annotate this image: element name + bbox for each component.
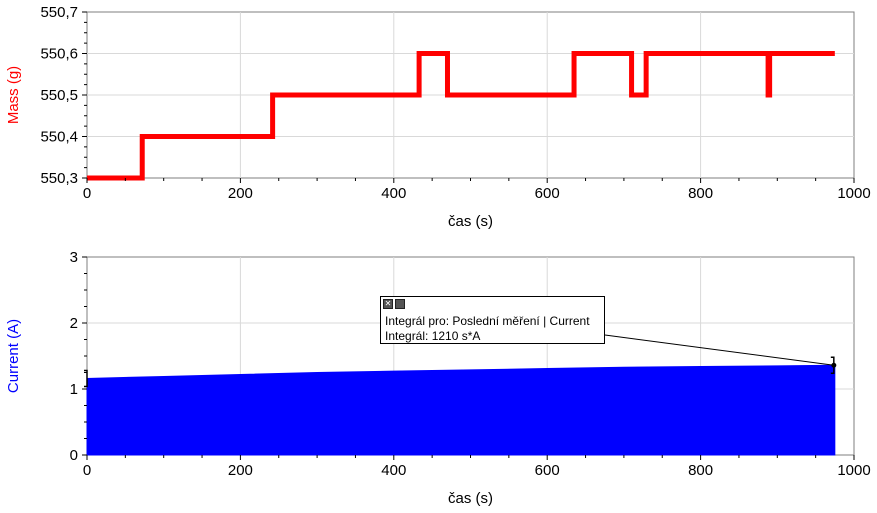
- annotation-line-2: Integrál: 1210 s*A: [385, 329, 481, 343]
- current-x-axis-label: čas (s): [448, 490, 493, 507]
- x-tick-label: 0: [83, 185, 91, 202]
- y-tick-label: 1: [70, 381, 78, 398]
- mass-x-axis-label: čas (s): [448, 213, 493, 230]
- annotation-line-1: Integrál pro: Poslední měření | Current: [385, 314, 590, 328]
- current-x-ticks: 0 200 400 600 800 1000: [83, 455, 871, 479]
- current-area: [86, 364, 836, 456]
- y-tick-label: 550,5: [40, 87, 78, 104]
- x-tick-label: 200: [228, 185, 253, 202]
- x-tick-label: 800: [688, 185, 713, 202]
- integral-range-markers[interactable]: [84, 356, 837, 388]
- annotation-leader-line: [604, 334, 834, 366]
- mass-series: [87, 51, 835, 181]
- mass-x-ticks: 0 200 400 600 800 1000: [83, 178, 871, 202]
- range-end-marker[interactable]: [831, 362, 837, 368]
- mass-chart: 0 200 400 600 800 1000 550,3550,4550,5550,655…: [5, 4, 871, 230]
- pin-icon[interactable]: ✕: [383, 299, 393, 309]
- x-tick-label: 0: [83, 462, 91, 479]
- range-bracket[interactable]: [84, 369, 88, 388]
- integral-annotation[interactable]: ✕ Integrál pro: Poslední měření | Curren…: [380, 296, 605, 344]
- current-series: [86, 364, 836, 456]
- mass-y-ticks: 550,3 550,4 550,5 550,6 550,7: [40, 4, 87, 187]
- y-tick-label: 550,6: [40, 46, 78, 63]
- current-y-ticks: 0 1 2 3: [70, 249, 87, 464]
- current-chart: 0 200 400 600 800 1000 0 1 2 3 čas (s) Current (…: [5, 249, 871, 507]
- close-icon[interactable]: [395, 299, 405, 309]
- current-y-axis-label: Current (A): [5, 319, 22, 393]
- x-tick-label: 400: [381, 462, 406, 479]
- x-tick-label: 1000: [837, 462, 870, 479]
- mass-y-axis-label: Mass (g): [5, 66, 22, 124]
- x-tick-label: 200: [228, 462, 253, 479]
- x-tick-label: 1000: [837, 185, 870, 202]
- x-tick-label: 600: [535, 185, 560, 202]
- x-tick-label: 400: [381, 185, 406, 202]
- mass-line: [87, 51, 835, 181]
- x-tick-label: 800: [688, 462, 713, 479]
- annotation-icons: ✕: [383, 299, 405, 310]
- y-tick-label: 550,3: [40, 170, 78, 187]
- y-tick-label: 3: [70, 249, 78, 266]
- x-tick-label: 600: [535, 462, 560, 479]
- y-tick-label: 550,4: [40, 129, 78, 146]
- y-tick-label: 550,7: [40, 4, 78, 21]
- y-tick-label: 2: [70, 315, 78, 332]
- y-tick-label: 0: [70, 447, 78, 464]
